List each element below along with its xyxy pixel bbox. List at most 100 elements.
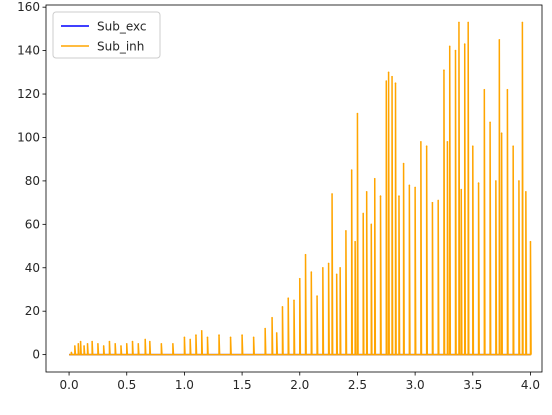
data-point [467, 21, 469, 24]
data-point [483, 88, 486, 91]
data-point [252, 336, 255, 339]
x-tick-label: 3.0 [406, 378, 425, 392]
data-point [275, 332, 278, 334]
data-point [241, 334, 243, 336]
data-point [206, 336, 209, 339]
data-point [293, 299, 295, 302]
data-point [327, 262, 330, 265]
data-point [304, 253, 307, 256]
data-point [458, 21, 460, 24]
data-point [218, 334, 220, 336]
data-point [521, 21, 524, 24]
x-tick-label: 2.0 [290, 378, 309, 392]
data-point [229, 336, 232, 339]
y-tick-label: 60 [25, 217, 40, 231]
data-point [356, 112, 359, 115]
data-point [316, 295, 318, 297]
data-point [506, 88, 509, 91]
plot-area [69, 21, 532, 356]
axes-frame [45, 4, 543, 373]
y-tick-label: 160 [17, 0, 40, 14]
data-point [500, 132, 503, 134]
data-point [477, 182, 480, 184]
data-point [149, 340, 151, 343]
data-point [489, 121, 491, 124]
data-point [362, 212, 365, 215]
data-point [354, 240, 356, 243]
y-tick-label: 20 [25, 304, 40, 318]
data-point [391, 75, 393, 78]
data-point [91, 340, 93, 343]
y-tick-label: 80 [25, 174, 40, 188]
data-point [495, 180, 497, 182]
legend-label-Sub_exc: Sub_exc [97, 20, 147, 34]
data-point [448, 45, 451, 48]
y-tick-label: 0 [32, 348, 40, 362]
data-point [137, 342, 140, 345]
x-tick-label: 3.5 [463, 378, 482, 392]
series-Sub_inh [69, 21, 532, 356]
x-tick-label: 1.0 [175, 378, 194, 392]
data-point [498, 38, 501, 41]
data-point [70, 351, 73, 354]
data-point [335, 273, 338, 276]
x-axis: 0.0 0.5 1.0 1.5 2.0 2.5 3.0 3.5 4.0 [60, 372, 540, 392]
data-point [379, 195, 382, 197]
legend: Sub_exc Sub_inh [52, 11, 161, 59]
data-point [97, 342, 99, 345]
data-point [298, 277, 301, 280]
data-point [200, 329, 203, 332]
y-tick-label: 40 [25, 261, 40, 275]
series-line-Sub_inh [69, 22, 532, 356]
data-point [454, 49, 457, 52]
data-point [518, 180, 520, 182]
data-point [172, 342, 174, 345]
data-point [120, 345, 122, 347]
data-point [370, 223, 373, 226]
data-point [144, 338, 146, 341]
data-point [114, 342, 117, 345]
data-point [373, 177, 376, 180]
data-point [131, 340, 134, 343]
data-point [420, 141, 422, 143]
data-point [529, 240, 532, 243]
data-point [408, 184, 411, 187]
data-point [331, 193, 333, 195]
data-point [339, 266, 341, 269]
data-point [460, 188, 463, 191]
x-tick-label: 2.5 [348, 378, 367, 392]
data-point [463, 43, 466, 45]
data-point [125, 342, 128, 345]
x-tick-label: 4.0 [521, 378, 540, 392]
data-point [443, 69, 445, 71]
data-point [437, 199, 439, 202]
x-tick-label: 1.5 [233, 378, 252, 392]
data-point [189, 338, 191, 341]
data-point [425, 145, 428, 147]
data-point [387, 71, 390, 74]
data-point [385, 80, 388, 82]
data-point [74, 345, 76, 347]
data-point [414, 186, 416, 189]
data-point [79, 340, 82, 343]
data-point [271, 316, 273, 319]
data-point [350, 169, 353, 171]
data-point [77, 342, 80, 345]
data-point [398, 195, 400, 197]
data-point [446, 141, 449, 143]
data-point [431, 201, 434, 204]
data-point [183, 336, 186, 339]
data-point [281, 306, 284, 308]
data-point [525, 190, 527, 193]
data-point [160, 342, 163, 345]
data-point [402, 162, 405, 165]
data-point [195, 334, 197, 336]
data-point [264, 327, 266, 330]
y-axis: 0 20 40 60 80 100 120 140 160 [17, 0, 46, 362]
x-tick-label: 0.5 [117, 378, 136, 392]
data-point [512, 145, 514, 147]
series-layer [69, 21, 532, 356]
y-tick-label: 100 [17, 130, 40, 144]
data-point [102, 345, 105, 347]
